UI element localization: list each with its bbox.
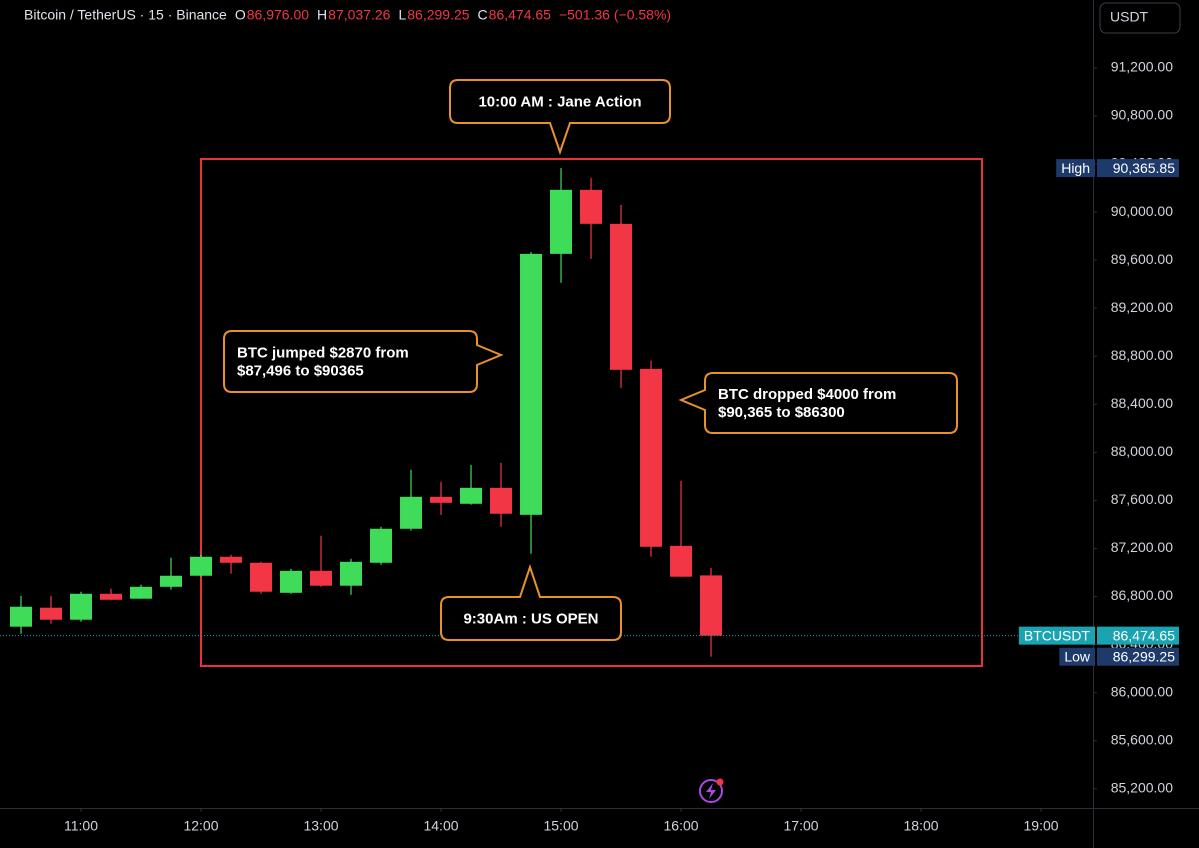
annotation-text: 10:00 AM : Jane Action (478, 93, 641, 110)
x-tick-label: 15:00 (543, 818, 578, 834)
candle-body (40, 607, 63, 620)
x-tick-label: 16:00 (664, 818, 699, 834)
candle-body (430, 496, 453, 503)
candle-body (190, 556, 213, 576)
legend-key: C (478, 7, 488, 23)
x-tick-label: 17:00 (784, 818, 819, 834)
candle-body (610, 223, 633, 370)
candle-body (370, 528, 393, 563)
legend-key: L (398, 7, 406, 23)
candle-body (280, 570, 303, 593)
candle-body (460, 487, 483, 504)
candle-body (220, 556, 243, 563)
y-tick-label: 88,400.00 (1111, 395, 1173, 411)
annotation-box (449, 79, 671, 156)
annotation-text: $90,365 to $86300 (718, 404, 845, 421)
legend-value: 86,299.25 (407, 7, 469, 23)
candle-body (640, 368, 663, 547)
legend-change: −501.36 (−0.58%) (559, 7, 671, 23)
legend-value: 86,976.00 (247, 7, 309, 23)
y-tick-label: 87,600.00 (1111, 491, 1173, 507)
price-marker-value-box (1097, 647, 1179, 666)
candle-body (400, 496, 423, 529)
candle-body (490, 487, 513, 514)
y-tick-label: 89,200.00 (1111, 299, 1173, 315)
candle-body (310, 570, 333, 586)
candle-body (340, 561, 363, 586)
annotation: BTC jumped $2870 from$87,496 to $90365 (223, 330, 504, 393)
candle-body (160, 575, 183, 587)
candle-body (130, 586, 153, 599)
x-tick-label: 12:00 (183, 818, 218, 834)
y-tick-label: 86,800.00 (1111, 587, 1173, 603)
price-marker-value: 86,299.25 (1113, 648, 1175, 664)
x-tick-label: 19:00 (1024, 818, 1059, 834)
price-marker-name: Low (1064, 648, 1091, 664)
y-tick-label: 90,000.00 (1111, 203, 1173, 219)
price-marker-name: BTCUSDT (1024, 627, 1091, 643)
candle-body (250, 562, 273, 592)
annotation-box (678, 372, 958, 434)
x-tick-label: 14:00 (423, 818, 458, 834)
y-tick-label: 90,800.00 (1111, 107, 1173, 123)
price-marker-name-box (1059, 647, 1095, 666)
candle-body (580, 189, 603, 224)
price-marker-value: 90,365.85 (1113, 160, 1175, 176)
y-tick-label: 89,600.00 (1111, 251, 1173, 267)
candle-body (70, 593, 93, 620)
y-tick-label: 88,800.00 (1111, 347, 1173, 363)
alert-icon (699, 778, 724, 803)
y-tick-label: 86,000.00 (1111, 683, 1173, 699)
candle-body (550, 189, 573, 254)
price-marker-value-box (1097, 159, 1179, 178)
price-marker-name-box (1018, 626, 1095, 645)
price-marker-name-box (1056, 159, 1095, 178)
currency-button[interactable]: USDT (1099, 2, 1181, 34)
annotation-text: BTC jumped $2870 from (237, 344, 409, 361)
x-tick-label: 11:00 (64, 818, 98, 834)
y-tick-label: 85,600.00 (1111, 731, 1173, 747)
y-tick-label: 91,200.00 (1111, 59, 1173, 75)
price-marker-value: 86,474.65 (1113, 627, 1175, 643)
y-tick-label: 88,000.00 (1111, 443, 1173, 459)
y-tick-label: 87,200.00 (1111, 539, 1173, 555)
chart-title: Bitcoin / TetherUS · 15 · Binance (24, 7, 227, 23)
candle-body (10, 606, 33, 627)
annotation: 10:00 AM : Jane Action (449, 79, 671, 156)
candle-body (700, 575, 723, 636)
candle-body (100, 593, 123, 600)
candle-body (520, 253, 543, 515)
price-marker-value-box (1097, 626, 1179, 645)
x-tick-label: 18:00 (904, 818, 939, 834)
legend-value: 87,037.26 (328, 7, 390, 23)
price-marker: High 90,365.85 (1056, 159, 1179, 178)
annotation-box (440, 563, 622, 641)
currency-label: USDT (1110, 9, 1149, 25)
annotation: BTC dropped $4000 from$90,365 to $86300 (678, 372, 958, 434)
annotation-box (223, 330, 504, 393)
y-tick-label: 85,200.00 (1111, 779, 1173, 795)
x-tick-label: 13:00 (303, 818, 338, 834)
annotation: 9:30Am : US OPEN (440, 563, 622, 641)
legend-value: 86,474.65 (489, 7, 551, 23)
candle-body (670, 545, 693, 577)
price-marker-name: High (1061, 160, 1090, 176)
price-marker: Low 86,299.25 (1059, 647, 1179, 666)
price-marker: BTCUSDT 86,474.65 (1018, 626, 1179, 645)
annotation-text: 9:30Am : US OPEN (463, 610, 598, 627)
annotation-text: BTC dropped $4000 from (718, 386, 896, 403)
highlight-box (200, 158, 983, 667)
annotation-text: $87,496 to $90365 (237, 362, 364, 379)
legend-key: O (235, 7, 246, 23)
legend-key: H (317, 7, 327, 23)
